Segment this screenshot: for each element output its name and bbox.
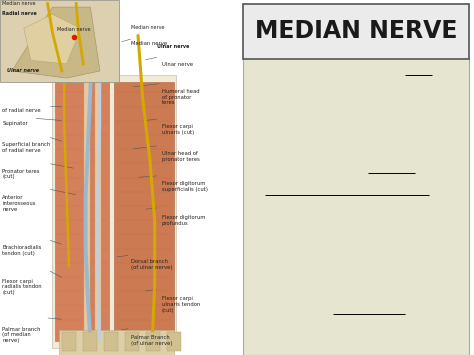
Text: Dorsal branch
(of ulnar nerve): Dorsal branch (of ulnar nerve) bbox=[131, 259, 173, 270]
Text: to: to bbox=[265, 89, 280, 99]
Text: ❖: ❖ bbox=[250, 285, 259, 295]
Text: in front: in front bbox=[368, 116, 414, 126]
Text: deep: deep bbox=[383, 285, 411, 295]
Bar bbox=[62, 332, 76, 351]
Text: to the tendon of: to the tendon of bbox=[300, 327, 395, 337]
Text: Ulnar nerve: Ulnar nerve bbox=[7, 68, 39, 73]
Text: Flexor digitorum
superficialis (cut): Flexor digitorum superficialis (cut) bbox=[162, 181, 208, 192]
Bar bbox=[83, 332, 97, 351]
Text: Ulnar nerve: Ulnar nerve bbox=[157, 44, 190, 49]
Text: lateral: lateral bbox=[265, 327, 300, 337]
Text: the bicipital aponeurosis: the bicipital aponeurosis bbox=[280, 89, 413, 99]
Text: Flexor digitorum
profundus: Flexor digitorum profundus bbox=[162, 215, 205, 225]
Text: Anterior
interosseous
nerve: Anterior interosseous nerve bbox=[2, 195, 36, 212]
FancyBboxPatch shape bbox=[243, 57, 469, 355]
Text: Palmar Branch
(of ulnar nerve): Palmar Branch (of ulnar nerve) bbox=[131, 335, 173, 346]
Text: Ulnar head of
pronator teres: Ulnar head of pronator teres bbox=[162, 151, 200, 162]
Text: Median nerve: Median nerve bbox=[2, 1, 36, 6]
Bar bbox=[125, 332, 139, 351]
Text: Flexor carpi
ulnaris tendon
(cut): Flexor carpi ulnaris tendon (cut) bbox=[162, 296, 200, 313]
Text: Median nerve: Median nerve bbox=[131, 41, 167, 46]
Text: flexor digitorum profundus: flexor digitorum profundus bbox=[286, 257, 432, 267]
Text: It leaves the fossa: It leaves the fossa bbox=[265, 165, 368, 175]
Text: Ulnar nerve: Ulnar nerve bbox=[162, 62, 193, 67]
Text: the: the bbox=[415, 165, 437, 175]
Bar bbox=[166, 332, 181, 351]
Text: Superficial branch
of radial nerve: Superficial branch of radial nerve bbox=[2, 142, 51, 153]
Text: of radial nerve: of radial nerve bbox=[2, 108, 41, 113]
Polygon shape bbox=[55, 82, 109, 341]
Text: It passes to the palm: It passes to the palm bbox=[265, 285, 383, 295]
Text: &: & bbox=[420, 236, 432, 246]
Polygon shape bbox=[114, 82, 173, 341]
Text: medial epicondyle.: medial epicondyle. bbox=[265, 138, 381, 148]
Text: ❖: ❖ bbox=[250, 214, 259, 224]
Text: the: the bbox=[308, 306, 333, 316]
Text: or: or bbox=[411, 285, 426, 295]
Polygon shape bbox=[12, 7, 100, 78]
Text: Brachioradialis
tendon (cut): Brachioradialis tendon (cut) bbox=[2, 245, 42, 256]
Bar bbox=[95, 82, 101, 341]
FancyBboxPatch shape bbox=[243, 4, 469, 59]
Text: Supinator: Supinator bbox=[2, 121, 28, 126]
Bar bbox=[146, 332, 160, 351]
Text: Median nerve: Median nerve bbox=[131, 25, 164, 30]
Text: flexor digitorum superficialis: flexor digitorum superficialis bbox=[265, 236, 420, 246]
Polygon shape bbox=[60, 330, 173, 355]
Text: .: . bbox=[413, 89, 417, 99]
Bar bbox=[52, 75, 176, 348]
Text: Radial nerve: Radial nerve bbox=[2, 11, 37, 16]
Text: Flexor carpi
radialis tendon
(cut): Flexor carpi radialis tendon (cut) bbox=[2, 279, 42, 295]
Bar bbox=[84, 82, 91, 341]
Text: .: . bbox=[432, 257, 436, 267]
Text: Median nerve: Median nerve bbox=[57, 27, 91, 32]
Text: ❖: ❖ bbox=[250, 165, 259, 175]
Text: Humeral head
of pronator
teres: Humeral head of pronator teres bbox=[162, 89, 200, 105]
Text: 4: 4 bbox=[452, 337, 457, 346]
Text: MEDIAN NERVE: MEDIAN NERVE bbox=[255, 19, 457, 43]
Polygon shape bbox=[24, 14, 81, 64]
Text: and: and bbox=[390, 349, 414, 355]
Bar bbox=[0, 0, 119, 82]
Text: In the cubital fossa it lies: In the cubital fossa it lies bbox=[265, 67, 405, 77]
Text: flexor: flexor bbox=[395, 327, 426, 337]
Text: Then it descends between the: Then it descends between the bbox=[265, 214, 430, 224]
Text: through: through bbox=[265, 306, 308, 316]
Text: the: the bbox=[265, 257, 286, 267]
Text: Flexor carpi
ulnaris (cut): Flexor carpi ulnaris (cut) bbox=[162, 124, 194, 135]
Text: ❖: ❖ bbox=[250, 67, 259, 77]
Bar bbox=[104, 332, 118, 351]
Text: digitorum superficialis,: digitorum superficialis, bbox=[265, 349, 390, 355]
Text: Palmar branch
(of median
nerve): Palmar branch (of median nerve) bbox=[2, 327, 41, 343]
Text: 2 heads of the pronator teres.: 2 heads of the pronator teres. bbox=[265, 187, 429, 197]
Text: ❖: ❖ bbox=[250, 116, 259, 126]
Text: between: between bbox=[368, 165, 415, 175]
Text: deep: deep bbox=[405, 67, 432, 77]
Text: Pronator teres
(cut): Pronator teres (cut) bbox=[2, 169, 40, 179]
Text: carpal tunnel: carpal tunnel bbox=[333, 306, 405, 316]
Text: of: of bbox=[414, 116, 428, 126]
Text: It leaves the fossa: It leaves the fossa bbox=[265, 116, 368, 126]
